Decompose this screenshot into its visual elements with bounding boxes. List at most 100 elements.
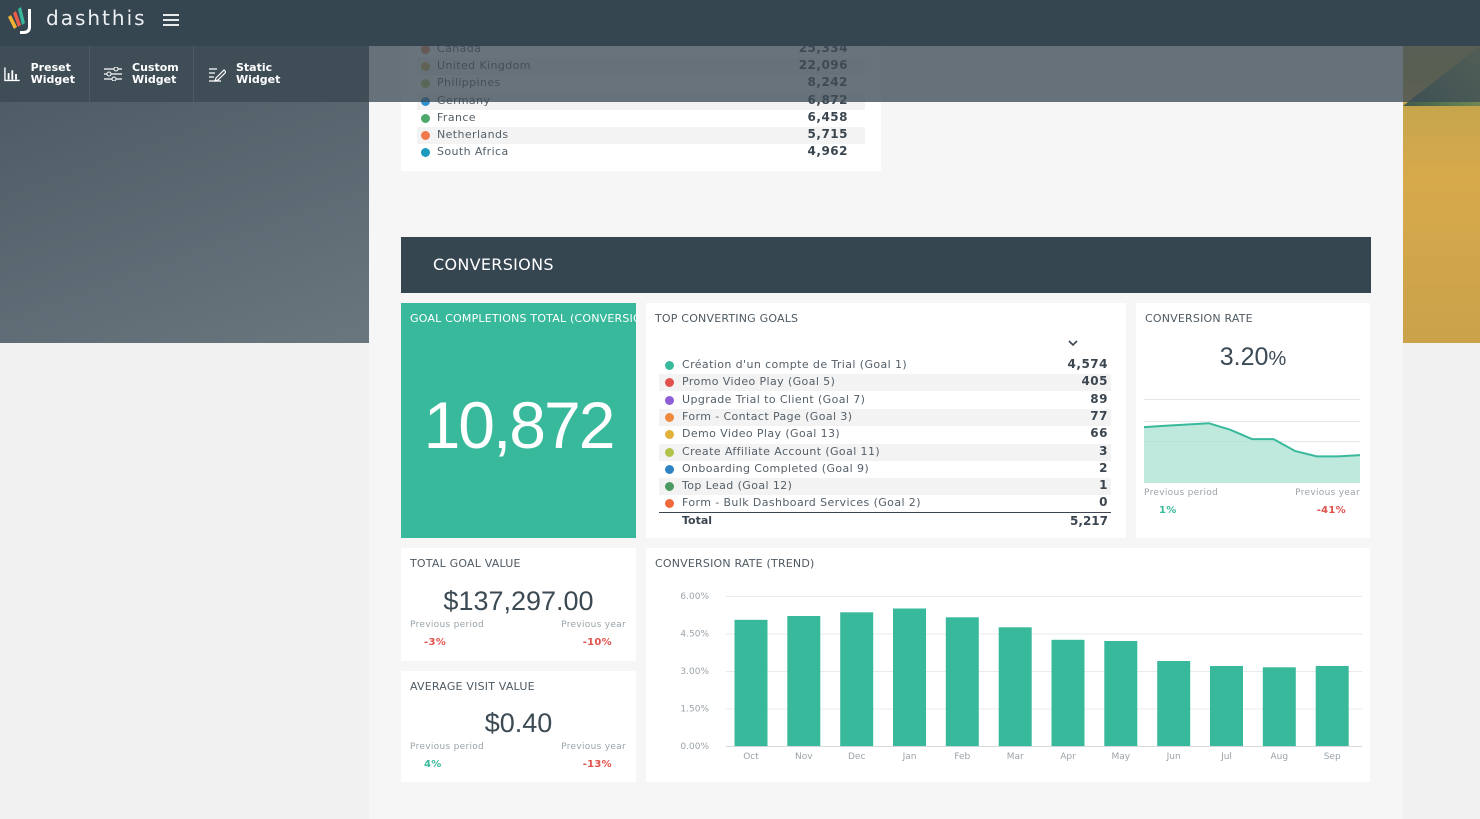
average-visit-value-widget[interactable]: AVERAGE VISIT VALUE $0.40 Previous perio… (401, 671, 636, 782)
legend-dot (665, 447, 674, 457)
total-goal-value-widget[interactable]: TOTAL GOAL VALUE $137,297.00 Previous pe… (401, 548, 636, 661)
goal-value: 4,574 (1067, 357, 1108, 371)
legend-dot (665, 430, 674, 440)
x-tick-label: Feb (954, 752, 970, 762)
top-converting-goals-widget[interactable]: TOP CONVERTING GOALS Création d'un compt… (646, 303, 1126, 538)
country-name: South Africa (437, 145, 509, 159)
bar (945, 617, 979, 747)
total-value: 5,217 (1070, 514, 1108, 528)
legend-dot (665, 499, 674, 509)
dashthis-logo-icon[interactable] (4, 3, 36, 37)
static-widget-button[interactable]: Static Widget (194, 46, 294, 102)
country-value: 6,458 (807, 109, 848, 124)
widget-toolbar: Preset Widget Custom Widget Static Widget (0, 46, 369, 102)
total-goal-value: $137,297.00 (443, 586, 594, 616)
legend-dot (665, 361, 674, 370)
widget-title: CONVERSION RATE (1145, 312, 1253, 325)
country-name: France (437, 110, 476, 124)
custom-widget-button[interactable]: Custom Widget (90, 46, 194, 102)
bar (1315, 666, 1349, 746)
hamburger-menu-icon[interactable] (163, 12, 179, 28)
static-widget-label: Static (236, 61, 273, 74)
goal-row: Onboarding Completed (Goal 9) 2 (659, 461, 1111, 478)
bar (1104, 641, 1138, 746)
bar (1157, 661, 1191, 746)
x-tick-label: Jul (1220, 752, 1232, 762)
country-name: Netherlands (437, 128, 509, 141)
y-tick-label: 6.00% (680, 592, 709, 602)
x-tick-label: Aug (1271, 752, 1289, 762)
goal-name: Top Lead (Goal 12) (682, 479, 793, 493)
goal-name: Form - Bulk Dashboard Services (Goal 2) (682, 496, 921, 510)
x-tick-label: Dec (848, 752, 865, 762)
goal-row: Create Affiliate Account (Goal 11) 3 (659, 443, 1111, 461)
legend-dot (665, 395, 674, 405)
prev-year-label: Previous year (1295, 488, 1360, 498)
country-row: France 6,458 (417, 110, 865, 127)
conversion-rate-trend-chart: 0.00% 1.50% 3.00% 4.50% 6.00% Oct Nov Dec Jan Feb… (680, 592, 1362, 762)
conversion-rate-number: 3.20 (1219, 343, 1269, 371)
goal-value: 66 (1090, 426, 1108, 441)
total-label: Total (682, 514, 713, 527)
widget-title: CONVERSION RATE (TREND) (655, 557, 815, 570)
prev-period-value: 4% (424, 759, 442, 770)
prev-year-label: Previous year (561, 620, 626, 630)
chevron-down-icon[interactable] (1066, 337, 1080, 349)
bar (1262, 667, 1296, 747)
country-value: 5,715 (807, 127, 848, 141)
x-tick-label: Jan (902, 752, 917, 762)
goal-name: Upgrade Trial to Client (Goal 7) (682, 392, 866, 406)
goal-name: Create Affiliate Account (Goal 11) (682, 444, 881, 458)
sparkline-area (1144, 423, 1360, 483)
x-tick-label: Apr (1060, 752, 1076, 762)
prev-year-value: -10% (582, 637, 612, 648)
prev-period-label: Previous period (410, 620, 485, 630)
goal-completions-widget[interactable]: GOAL COMPLETIONS TOTAL (CONVERSIONS) 10,… (401, 303, 636, 538)
legend-dot (665, 378, 674, 388)
prev-period-value: -3% (424, 637, 447, 648)
conversions-section-header: CONVERSIONS (401, 237, 1371, 293)
prev-year-value: -41% (1316, 505, 1346, 516)
bar-chart-icon (4, 67, 20, 82)
bar (840, 612, 874, 747)
goal-name: Onboarding Completed (Goal 9) (682, 461, 870, 475)
widget-title: AVERAGE VISIT VALUE (410, 680, 535, 693)
goal-value: 2 (1099, 460, 1108, 475)
x-tick-label: Oct (743, 752, 759, 762)
prev-period-value: 1% (1159, 505, 1177, 516)
prev-period-label: Previous period (1144, 488, 1219, 498)
goal-name: Demo Video Play (Goal 13) (682, 427, 841, 441)
average-visit-value: $0.40 (484, 708, 553, 738)
widget-title: GOAL COMPLETIONS TOTAL (CONVERSIONS) (410, 312, 636, 325)
goal-row: Promo Video Play (Goal 5) 405 (659, 374, 1111, 392)
goal-value: 405 (1081, 374, 1108, 389)
legend-dot (665, 464, 674, 474)
y-tick-label: 0.00% (680, 742, 709, 752)
y-tick-label: 1.50% (680, 705, 709, 715)
legend-dot (421, 113, 430, 123)
conversion-rate-widget[interactable]: CONVERSION RATE 3.20% Previous period Pr… (1136, 303, 1370, 538)
conversion-rate-trend-widget[interactable]: CONVERSION RATE (TREND) 0.00% 1.50% 3.00% 4… (646, 548, 1370, 782)
section-title: CONVERSIONS (433, 255, 554, 274)
custom-widget-label: Custom (132, 61, 179, 74)
goal-row: Upgrade Trial to Client (Goal 7) 89 (659, 392, 1111, 409)
widget-title: TOTAL GOAL VALUE (410, 557, 521, 570)
bar (734, 619, 768, 747)
bar (998, 627, 1032, 747)
goal-completions-value: 10,872 (423, 388, 616, 462)
goal-value: 89 (1090, 391, 1108, 406)
goal-value: 77 (1090, 408, 1108, 423)
goal-value: 3 (1099, 443, 1108, 458)
widget-title: TOP CONVERTING GOALS (655, 312, 799, 325)
sparkline-line (1144, 422, 1361, 458)
x-tick-label: Sep (1324, 752, 1341, 762)
bar (893, 608, 926, 746)
static-widget-sublabel: Widget (236, 73, 281, 86)
top-bar: dashthis (0, 0, 1480, 46)
x-tick-label: May (1111, 752, 1130, 762)
y-tick-label: 3.00% (680, 667, 709, 677)
conversion-rate-unit: % (1268, 348, 1287, 370)
preset-widget-button[interactable]: Preset Widget (0, 46, 90, 102)
goal-value: 1 (1099, 478, 1108, 493)
legend-dot (665, 412, 674, 422)
